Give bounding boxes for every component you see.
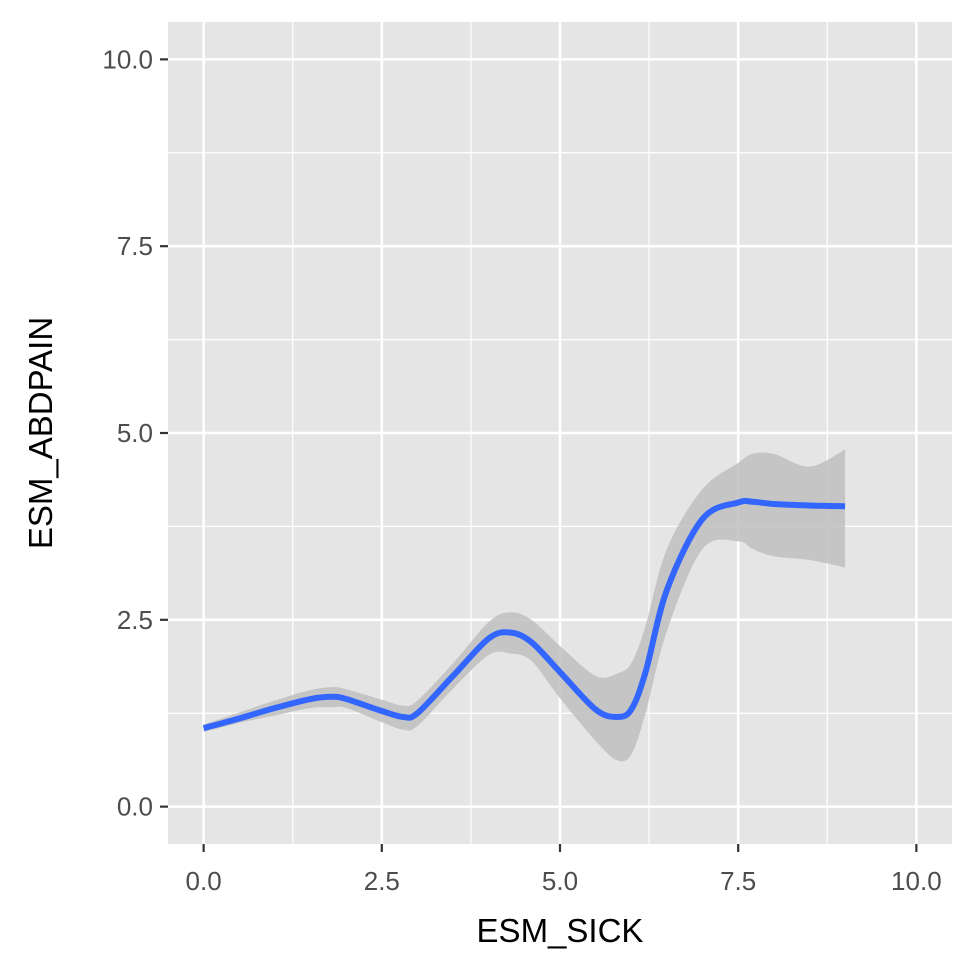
x-axis-title: ESM_SICK — [477, 912, 644, 949]
confidence-ribbon — [203, 449, 846, 762]
smooth-line — [202, 497, 846, 732]
y-tick-label: 0.0 — [117, 792, 153, 822]
x-tick-label: 7.5 — [720, 866, 756, 896]
x-axis: 0.0 2.5 5.0 7.5 10.0 — [186, 844, 942, 896]
y-tick-label: 2.5 — [117, 605, 153, 635]
y-tick-label: 10.0 — [102, 44, 153, 74]
y-tick-label: 5.0 — [117, 418, 153, 448]
x-tick-label: 10.0 — [891, 866, 942, 896]
y-axis: 0.0 2.5 5.0 7.5 10.0 — [102, 44, 168, 822]
y-tick-label: 7.5 — [117, 231, 153, 261]
y-axis-title: ESM_ABDPAIN — [22, 317, 59, 549]
series-layer — [202, 449, 846, 762]
x-tick-label: 0.0 — [186, 866, 222, 896]
x-tick-label: 5.0 — [542, 866, 578, 896]
x-tick-label: 2.5 — [364, 866, 400, 896]
